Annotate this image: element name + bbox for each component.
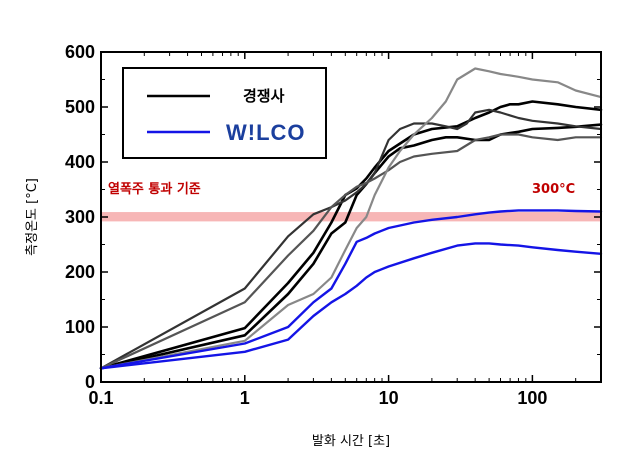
x-tick-label: 10 [379, 388, 399, 408]
band-value-label: 300°C [532, 182, 575, 197]
series-line-competitor-3 [99, 108, 603, 370]
legend-box [122, 67, 327, 159]
y-tick-label: 100 [65, 317, 95, 337]
y-tick-label: 400 [65, 152, 95, 172]
y-tick-label: 200 [65, 262, 95, 282]
y-tick-label: 300 [65, 207, 95, 227]
x-tick-label: 1 [240, 388, 250, 408]
threshold-band-layer [101, 212, 601, 222]
x-tick-label: 0.1 [88, 388, 113, 408]
series-line-competitor-5 [99, 67, 603, 370]
series-line-competitor-1 [99, 100, 603, 370]
legend-label-wilco: W!LCO [226, 120, 306, 145]
x-axis-title: 발화 시간 [초] [312, 434, 390, 449]
x-tick-label: 100 [517, 388, 547, 408]
band-label: 열폭주 통과 기준 [108, 181, 201, 197]
legend: 경쟁사 W!LCO [122, 67, 327, 159]
y-tick-label: 500 [65, 97, 95, 117]
y-tick-label: 0 [85, 372, 95, 392]
series-line-wilco-7 [99, 242, 603, 370]
series-line-competitor-2 [99, 123, 603, 370]
legend-label-competitor: 경쟁사 [243, 87, 285, 105]
series-line-competitor-4 [99, 133, 603, 370]
y-tick-label: 600 [65, 42, 95, 62]
tick-layer: 0 100 200 300 400 500 600 0.1 1 10 100 [65, 42, 602, 408]
threshold-band [101, 212, 601, 222]
y-axis-title: 측정온도 [°C] [25, 178, 40, 256]
series-line-wilco-6 [99, 209, 603, 370]
series-layer [99, 67, 603, 370]
